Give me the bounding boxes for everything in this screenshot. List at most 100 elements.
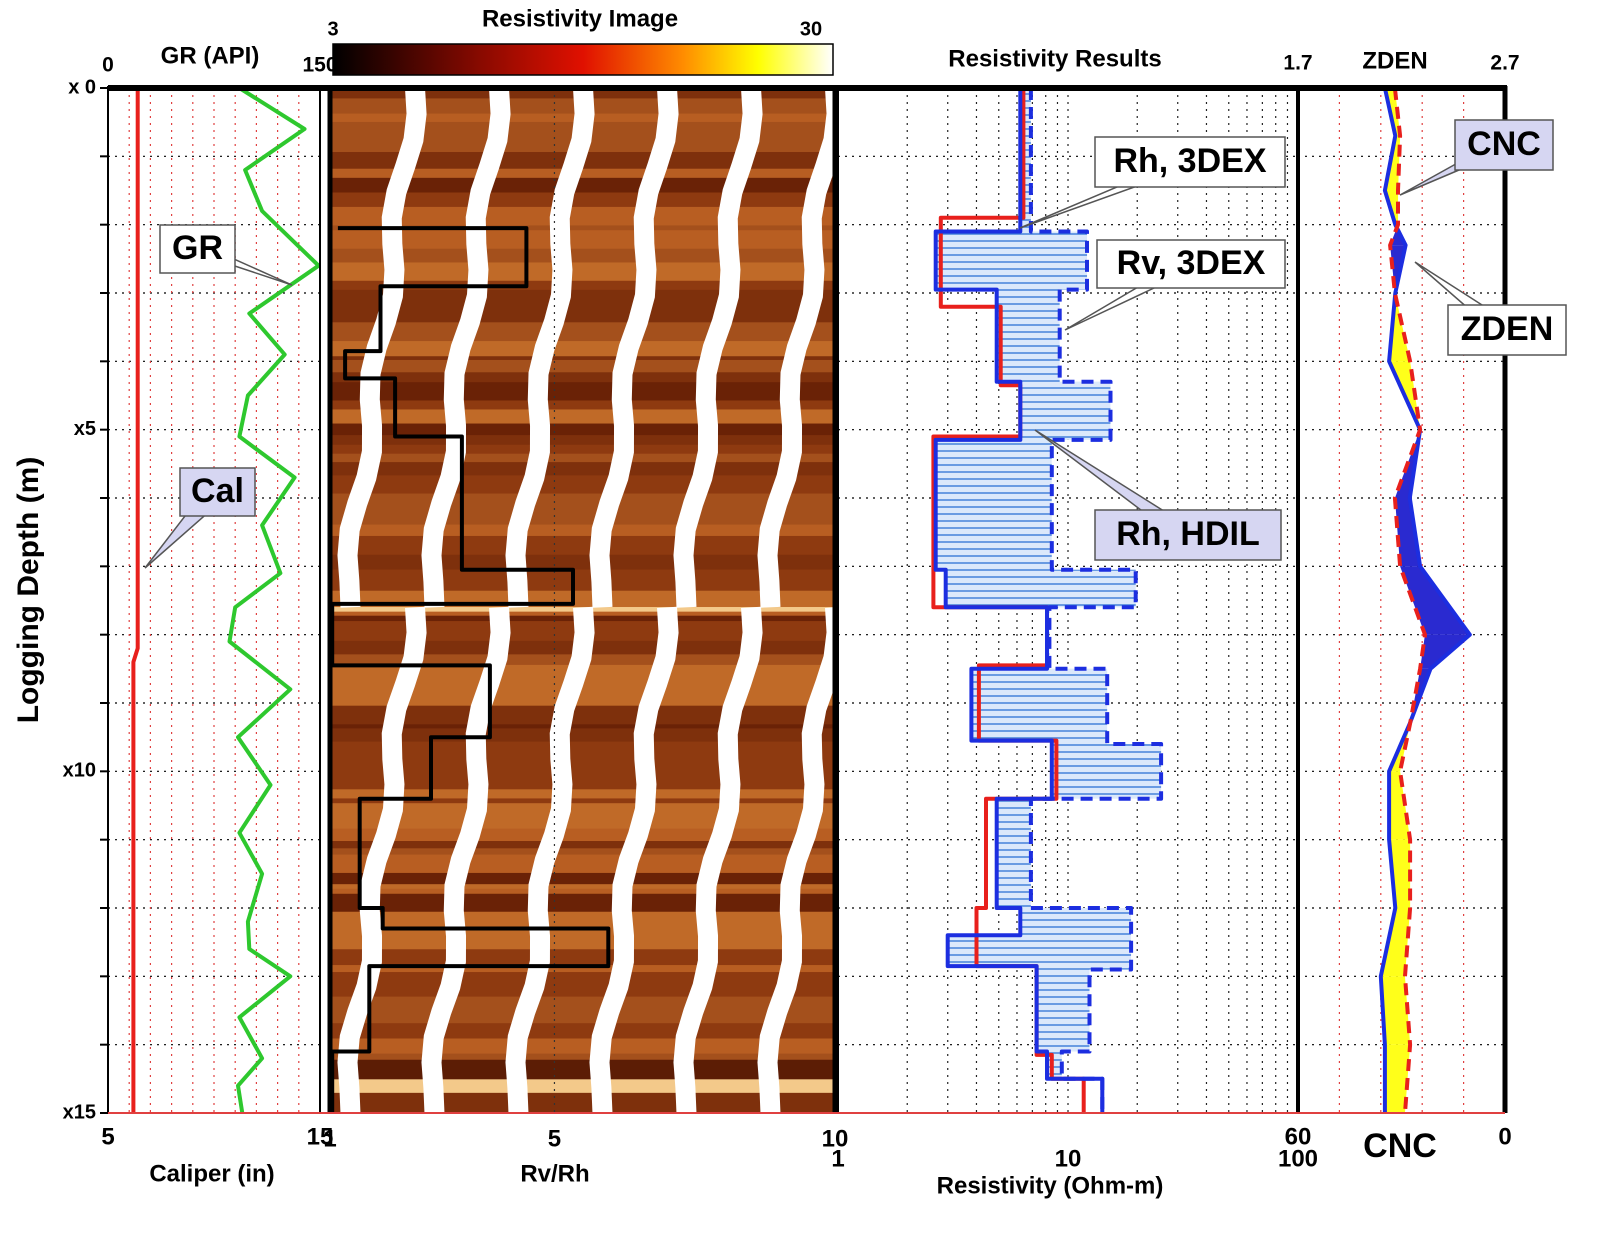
- fill-area: [935, 88, 1162, 1113]
- crossover-fill: [1394, 498, 1421, 567]
- x2-axis-label: ZDEN: [1362, 47, 1427, 74]
- x2-tick-label: 150: [302, 54, 337, 77]
- image-band: [332, 582, 834, 592]
- image-band: [332, 356, 834, 361]
- image-band: [332, 535, 834, 556]
- callout-box: [1094, 136, 1286, 188]
- image-band: [332, 741, 834, 759]
- callout-label: Rh, 3DEX: [1113, 142, 1266, 180]
- image-band: [332, 805, 834, 821]
- image-band: [332, 728, 834, 743]
- image-gap: [337, 88, 427, 608]
- crossover-fill: [1384, 1044, 1411, 1113]
- image-band: [332, 884, 834, 890]
- image-band: [332, 1079, 834, 1094]
- x2-tick-label: 1.7: [1283, 52, 1312, 75]
- image-gap: [505, 88, 595, 608]
- curve: [1028, 88, 1164, 1113]
- image-band: [332, 359, 834, 374]
- image-band: [332, 858, 834, 874]
- image-band: [332, 841, 834, 850]
- image-band: [332, 177, 834, 194]
- callout-box: [1447, 304, 1567, 356]
- callout-box: [1454, 119, 1554, 171]
- image-gap: [589, 88, 679, 608]
- image-band: [332, 893, 834, 913]
- image-gap: [589, 606, 679, 1113]
- image-band: [332, 168, 834, 179]
- image-band: [332, 1053, 834, 1061]
- image-band: [332, 721, 834, 726]
- image-band: [332, 854, 834, 860]
- colorbar-title: Resistivity Image: [482, 5, 678, 32]
- callout-label: GR: [172, 229, 223, 267]
- image-band: [332, 444, 834, 455]
- y-axis-label: Logging Depth (m): [12, 457, 45, 724]
- callout-label: ZDEN: [1461, 310, 1554, 348]
- image-band: [332, 757, 834, 773]
- x-axis-label: Rv/Rh: [520, 1160, 589, 1187]
- x-tick-label: 60: [1285, 1123, 1312, 1150]
- image-band: [332, 872, 834, 886]
- curve: [1378, 87, 1472, 1113]
- y-tick-label: x15: [63, 1101, 96, 1123]
- image-band: [332, 705, 834, 723]
- image-band: [332, 1014, 834, 1025]
- x-tick-label: 1: [831, 1145, 844, 1172]
- image-band: [332, 453, 834, 464]
- image-gap: [757, 607, 834, 1113]
- x-tick-label: 0: [1498, 1123, 1511, 1150]
- image-band: [332, 524, 834, 537]
- x-tick-label: 5: [548, 1125, 561, 1152]
- image-band: [332, 1038, 834, 1055]
- x-axis-label: Caliper (in): [149, 1160, 274, 1187]
- curve: [131, 88, 140, 1113]
- image-band: [332, 248, 834, 264]
- colorbar: [332, 43, 834, 76]
- y-tick-label: x5: [74, 418, 96, 440]
- y-tick-label: x10: [63, 760, 96, 782]
- colorbar-tick-label: 30: [800, 18, 822, 40]
- image-band: [332, 409, 834, 425]
- x-tick-label: 1: [323, 1125, 336, 1152]
- image-band: [332, 306, 834, 314]
- image-band: [332, 798, 834, 805]
- curve: [933, 88, 1105, 1113]
- curve: [1388, 87, 1427, 1114]
- callout-label: CNC: [1467, 125, 1541, 163]
- callout-box: [1096, 239, 1286, 289]
- image-gap: [673, 88, 763, 608]
- image-band: [332, 322, 834, 343]
- image-band: [332, 888, 834, 895]
- image-band: [332, 475, 834, 495]
- x-tick-label: 10: [1055, 1145, 1082, 1172]
- x-axis-label: Resistivity (Ohm-m): [937, 1172, 1164, 1199]
- image-band: [332, 965, 834, 974]
- image-band: [332, 372, 834, 384]
- x-axis-label: CNC: [1363, 1127, 1437, 1165]
- x-tick-label: 5: [101, 1123, 114, 1150]
- image-band: [332, 828, 834, 843]
- callout-label: Rv, 3DEX: [1117, 244, 1266, 282]
- image-band: [332, 400, 834, 411]
- x-tick-label: 100: [1278, 1145, 1318, 1172]
- image-gap: [421, 88, 511, 608]
- image-gap: [505, 606, 595, 1113]
- image-band: [332, 289, 834, 308]
- curve: [227, 86, 321, 1114]
- image-band: [332, 511, 834, 526]
- image-band: [332, 1059, 834, 1081]
- image-band: [332, 225, 834, 232]
- image-gap: [673, 606, 763, 1113]
- image-band: [332, 423, 834, 437]
- x2-axis-label: GR (API): [161, 42, 260, 69]
- image-band: [332, 493, 834, 513]
- image-band: [332, 382, 834, 402]
- image-band: [332, 280, 834, 291]
- callout-box: [1094, 509, 1282, 561]
- image-gap: [421, 606, 511, 1113]
- image-band: [332, 206, 834, 227]
- image-gap: [337, 606, 427, 1113]
